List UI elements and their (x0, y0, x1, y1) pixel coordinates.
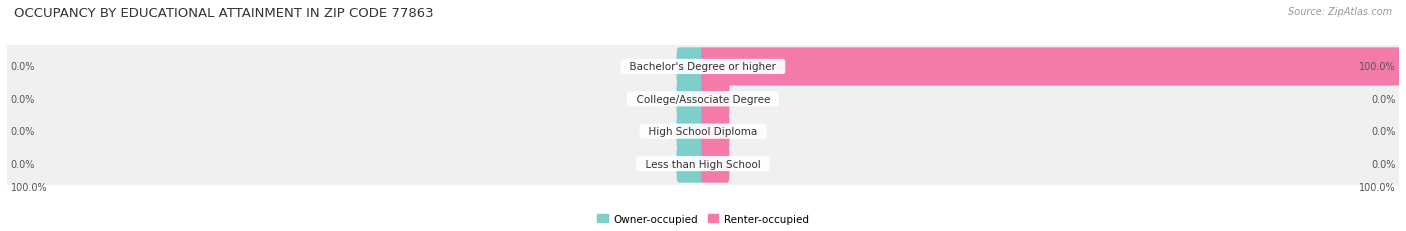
Text: 0.0%: 0.0% (1371, 94, 1396, 104)
FancyBboxPatch shape (702, 145, 730, 183)
Text: High School Diploma: High School Diploma (643, 127, 763, 137)
Text: Less than High School: Less than High School (638, 159, 768, 169)
Text: 0.0%: 0.0% (10, 127, 35, 137)
FancyBboxPatch shape (702, 112, 730, 151)
FancyBboxPatch shape (676, 112, 704, 151)
Text: 100.0%: 100.0% (1358, 62, 1396, 72)
FancyBboxPatch shape (676, 48, 704, 86)
Legend: Owner-occupied, Renter-occupied: Owner-occupied, Renter-occupied (593, 210, 813, 228)
Text: 0.0%: 0.0% (10, 62, 35, 72)
FancyBboxPatch shape (4, 37, 1402, 97)
Text: Source: ZipAtlas.com: Source: ZipAtlas.com (1288, 7, 1392, 17)
FancyBboxPatch shape (4, 101, 1402, 162)
FancyBboxPatch shape (676, 80, 704, 119)
Text: 0.0%: 0.0% (1371, 159, 1396, 169)
Text: 0.0%: 0.0% (1371, 127, 1396, 137)
Text: 0.0%: 0.0% (10, 94, 35, 104)
Text: Bachelor's Degree or higher: Bachelor's Degree or higher (623, 62, 783, 72)
FancyBboxPatch shape (4, 134, 1402, 194)
FancyBboxPatch shape (676, 145, 704, 183)
Text: College/Associate Degree: College/Associate Degree (630, 94, 776, 104)
FancyBboxPatch shape (702, 80, 730, 119)
Text: 100.0%: 100.0% (1358, 182, 1396, 192)
Text: 100.0%: 100.0% (10, 182, 48, 192)
FancyBboxPatch shape (4, 69, 1402, 130)
Text: OCCUPANCY BY EDUCATIONAL ATTAINMENT IN ZIP CODE 77863: OCCUPANCY BY EDUCATIONAL ATTAINMENT IN Z… (14, 7, 433, 20)
Text: 0.0%: 0.0% (10, 159, 35, 169)
FancyBboxPatch shape (702, 48, 1400, 86)
